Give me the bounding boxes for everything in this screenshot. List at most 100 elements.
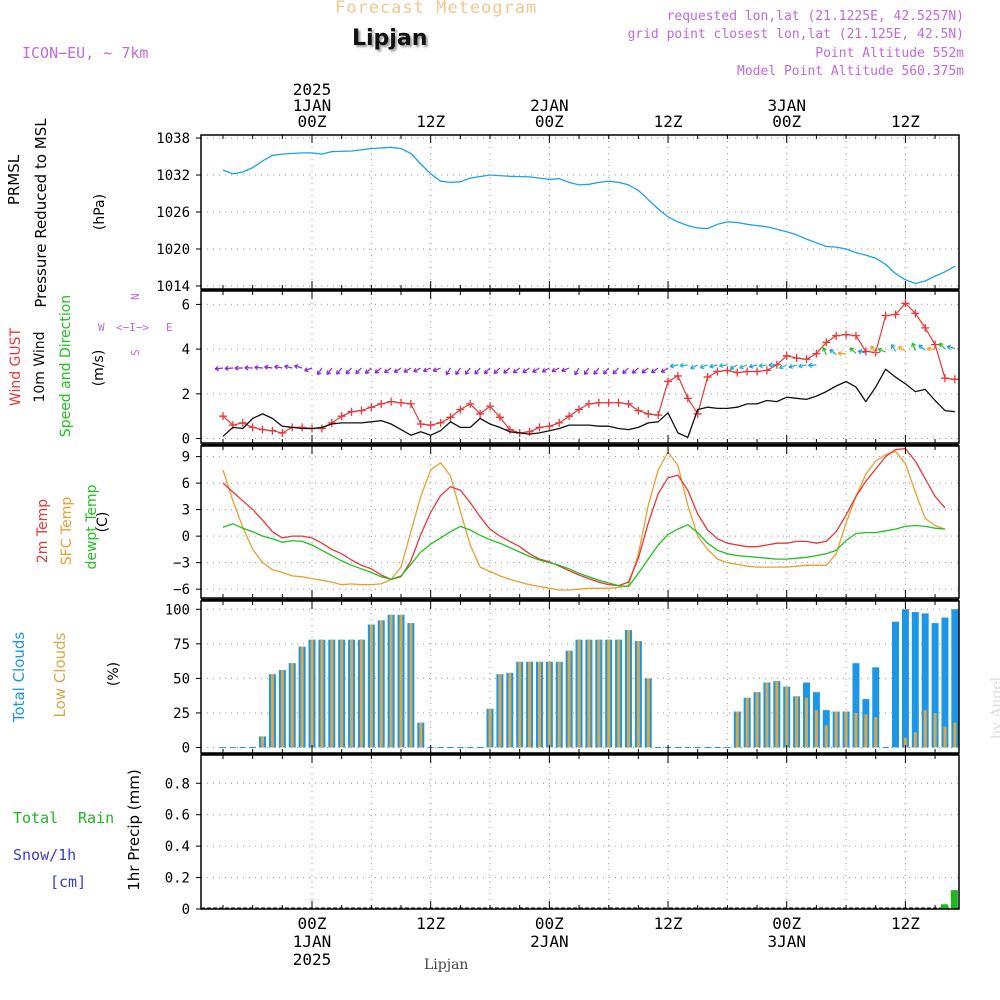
wind-direction-arrow bbox=[413, 367, 422, 373]
y-tick-label-temperature: 0 bbox=[182, 529, 190, 545]
y-tick-label-clouds: 25 bbox=[173, 706, 190, 722]
low-cloud-bar bbox=[557, 661, 561, 748]
grid-layer bbox=[201, 135, 959, 910]
wind-gust-point bbox=[584, 399, 593, 408]
wind-gust-point bbox=[347, 407, 356, 416]
y-tick-label-temperature: 9 bbox=[182, 450, 190, 466]
low-cloud-bar bbox=[399, 614, 403, 748]
wind-gust-point bbox=[703, 373, 712, 382]
wind-direction-arrow bbox=[234, 365, 243, 371]
compass-east: E bbox=[166, 321, 173, 334]
temp-2m-line bbox=[222, 448, 946, 587]
low-cloud-bar bbox=[280, 670, 284, 748]
y-tick-label-temperature: −6 bbox=[173, 582, 190, 598]
sfc-temp-line bbox=[222, 450, 946, 591]
wind-direction-arrow bbox=[593, 367, 600, 375]
wind-gust-point bbox=[555, 418, 564, 427]
requested-coordinates: requested lon,lat (21.1225E, 42.5257N) bbox=[666, 9, 964, 24]
compass-north: N bbox=[129, 293, 142, 300]
wind-gust-point bbox=[604, 398, 613, 407]
wind-direction-arrow bbox=[709, 363, 718, 369]
wind-gust-point bbox=[218, 412, 227, 421]
time-label-top: 1JAN bbox=[293, 96, 332, 115]
y-tick-label-wind: 2 bbox=[182, 387, 190, 403]
wind-direction-arrow bbox=[541, 367, 550, 373]
low-cloud-bar bbox=[795, 696, 799, 748]
wind-direction-arrow bbox=[336, 367, 343, 375]
wind-direction-arrow bbox=[374, 367, 382, 374]
total-rain-label-b: Rain bbox=[78, 809, 115, 827]
wind-gust-point bbox=[940, 374, 949, 383]
low-cloud-bar bbox=[270, 674, 274, 748]
low-cloud-bar bbox=[735, 711, 739, 748]
wind-direction-arrow bbox=[551, 367, 560, 373]
wind-direction-arrow bbox=[946, 344, 956, 350]
wind-gust-point bbox=[634, 406, 643, 415]
low-cloud-bar bbox=[330, 639, 334, 748]
low-cloud-bar bbox=[290, 663, 294, 748]
wind-direction-arrow bbox=[432, 367, 441, 373]
wind-gust-point bbox=[683, 394, 692, 403]
wind-gust-point bbox=[426, 421, 435, 430]
wind-gust-point bbox=[664, 377, 673, 386]
wind-gust-point bbox=[456, 405, 465, 414]
data-layer bbox=[201, 146, 959, 909]
low-cloud-bar bbox=[923, 710, 927, 748]
low-cloud-bar bbox=[824, 725, 828, 748]
wind-gust-point bbox=[466, 399, 475, 408]
wind-gust-point bbox=[753, 367, 762, 376]
wind-gust-point bbox=[851, 331, 860, 340]
wind-gust-point bbox=[327, 418, 336, 427]
time-label-top: 12Z bbox=[891, 112, 920, 131]
wind-gust-point bbox=[575, 405, 584, 414]
low-cloud-bar bbox=[913, 732, 917, 748]
frames-layer bbox=[196, 134, 960, 910]
low-cloud-bar bbox=[903, 737, 907, 748]
compass-west: W bbox=[98, 321, 105, 334]
low-cloud-bar bbox=[350, 639, 354, 748]
total-cloud-bar bbox=[852, 663, 860, 748]
time-label-top: 2JAN bbox=[530, 96, 569, 115]
wind-direction-arrow bbox=[641, 367, 649, 374]
wind-gust-point bbox=[486, 402, 495, 411]
wind-gust-point bbox=[406, 399, 415, 408]
wind-direction-arrow bbox=[364, 367, 372, 374]
wind-gust-point bbox=[238, 418, 247, 427]
wind-direction-arrow bbox=[938, 342, 946, 350]
low-cloud-bar bbox=[389, 614, 393, 748]
wind-direction-arrow bbox=[264, 364, 273, 370]
wind-gust-point bbox=[654, 411, 663, 420]
wind-direction-arrow bbox=[304, 367, 313, 373]
wind-gust-point bbox=[901, 299, 910, 308]
low-cloud-bar bbox=[577, 639, 581, 748]
wind-gust-point bbox=[594, 398, 603, 407]
low-cloud-bar bbox=[340, 639, 344, 748]
wind-gust-point bbox=[298, 423, 307, 432]
wind-direction-arrow bbox=[503, 367, 511, 374]
low-cloud-bar bbox=[518, 661, 522, 748]
y-tick-label-temperature: 6 bbox=[182, 476, 190, 492]
wind-direction-arrow bbox=[808, 362, 817, 368]
low-cloud-bar bbox=[547, 661, 551, 748]
wind-direction-arrow bbox=[690, 364, 698, 370]
y-tick-label-precipitation: 0.2 bbox=[165, 871, 190, 887]
wind-gust-point bbox=[832, 331, 841, 340]
y-tick-label-temperature: −3 bbox=[173, 556, 190, 572]
low-cloud-bar bbox=[636, 641, 640, 748]
wind-gust-point bbox=[842, 330, 851, 339]
wind-gust-point bbox=[367, 403, 376, 412]
wind-direction-arrow bbox=[244, 365, 253, 371]
total-rain-label-a: Total bbox=[13, 809, 59, 827]
y-tick-label-wind: 6 bbox=[182, 297, 190, 313]
wind-gust-point bbox=[268, 426, 277, 435]
wind-direction-arrow bbox=[857, 349, 866, 355]
wind-direction-arrow bbox=[699, 364, 708, 370]
wind-gust-point bbox=[911, 309, 920, 318]
wind-direction-arrow bbox=[493, 367, 501, 375]
time-label-top: 12Z bbox=[416, 112, 445, 131]
wind-direction-arrow bbox=[897, 346, 906, 352]
wind-direction-arrow bbox=[739, 364, 748, 370]
wind-direction-arrow bbox=[660, 367, 669, 373]
low-cloud-bar bbox=[755, 692, 759, 748]
wind-gust-point bbox=[377, 399, 386, 408]
